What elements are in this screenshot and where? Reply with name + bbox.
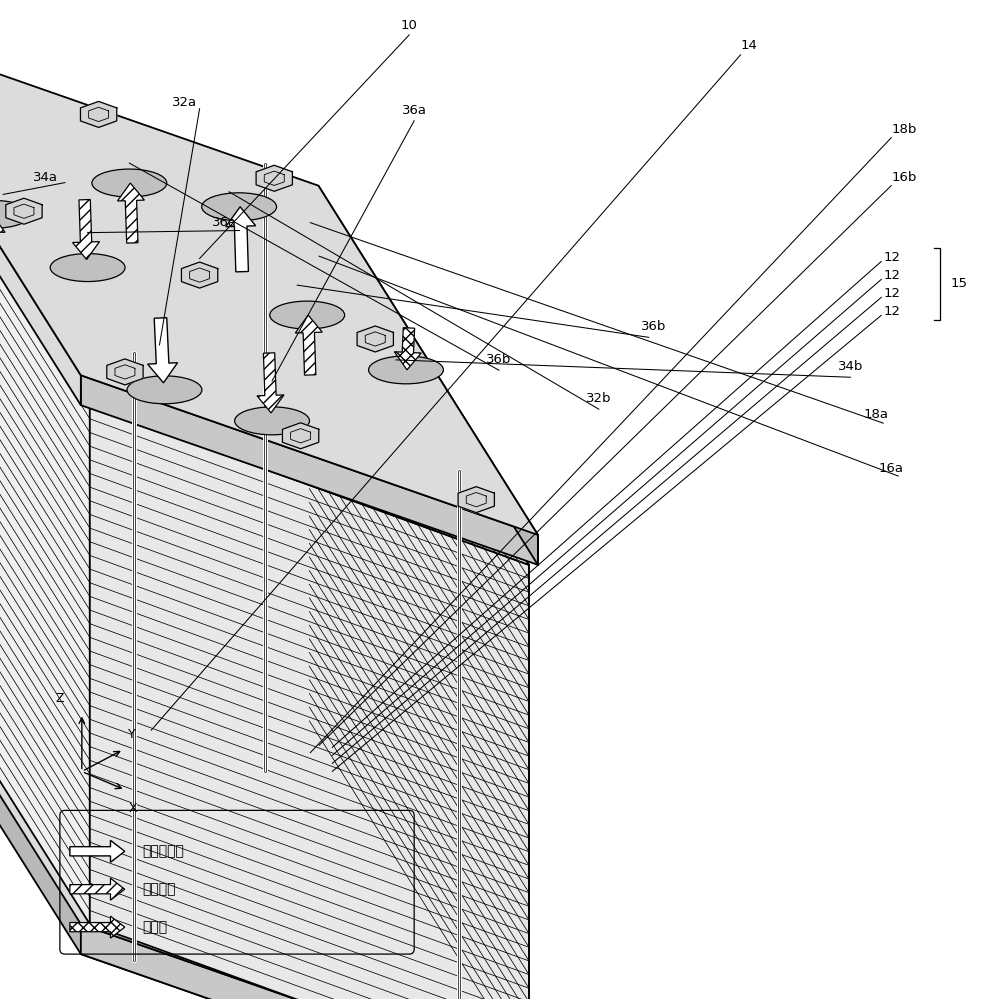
Polygon shape <box>0 26 538 535</box>
Text: X: X <box>128 802 137 815</box>
Polygon shape <box>0 26 81 405</box>
Ellipse shape <box>202 193 276 221</box>
Text: 32a: 32a <box>172 96 198 109</box>
Text: 36a: 36a <box>212 216 238 229</box>
Polygon shape <box>81 101 117 127</box>
Text: 16a: 16a <box>878 462 904 475</box>
Text: 36b: 36b <box>486 353 512 366</box>
Text: 12: 12 <box>883 305 900 318</box>
Text: 34b: 34b <box>837 360 863 373</box>
Polygon shape <box>357 326 393 352</box>
Polygon shape <box>458 487 494 513</box>
Polygon shape <box>70 840 125 862</box>
Ellipse shape <box>92 169 167 197</box>
Text: 15: 15 <box>950 277 967 290</box>
Polygon shape <box>6 198 42 224</box>
Text: 34a: 34a <box>33 171 59 184</box>
Polygon shape <box>256 165 292 191</box>
Text: 18a: 18a <box>863 408 889 421</box>
Ellipse shape <box>0 200 31 228</box>
Text: 燃料气体: 燃料气体 <box>143 882 177 896</box>
Text: 36b: 36b <box>641 320 667 333</box>
Polygon shape <box>0 56 529 565</box>
Polygon shape <box>226 207 255 272</box>
Polygon shape <box>0 214 5 269</box>
Polygon shape <box>257 353 284 413</box>
Polygon shape <box>148 318 178 383</box>
Ellipse shape <box>269 301 344 329</box>
Text: 32b: 32b <box>586 392 612 405</box>
Ellipse shape <box>368 356 443 384</box>
Polygon shape <box>107 359 143 385</box>
Text: 12: 12 <box>883 251 900 264</box>
Polygon shape <box>318 186 538 565</box>
Polygon shape <box>81 375 538 565</box>
Polygon shape <box>309 216 529 1000</box>
Polygon shape <box>70 916 125 938</box>
Polygon shape <box>90 405 529 1000</box>
Polygon shape <box>81 924 538 1000</box>
Ellipse shape <box>127 376 202 404</box>
Polygon shape <box>318 735 538 1000</box>
Polygon shape <box>282 423 318 449</box>
Polygon shape <box>0 605 538 1000</box>
Text: 12: 12 <box>883 269 900 282</box>
Text: 12: 12 <box>883 287 900 300</box>
Polygon shape <box>0 575 538 1000</box>
Text: 36a: 36a <box>401 104 427 117</box>
Ellipse shape <box>50 254 125 282</box>
Polygon shape <box>394 328 421 370</box>
Polygon shape <box>73 200 100 260</box>
Text: 16b: 16b <box>891 171 916 184</box>
Text: 10: 10 <box>401 19 417 32</box>
Text: 14: 14 <box>741 39 756 52</box>
Text: 18b: 18b <box>891 123 916 136</box>
Text: Z: Z <box>56 692 64 705</box>
Polygon shape <box>70 878 125 900</box>
Ellipse shape <box>235 407 309 435</box>
Polygon shape <box>118 183 145 243</box>
Polygon shape <box>182 262 218 288</box>
Polygon shape <box>0 56 90 924</box>
Text: 氧化剂气体: 氧化剂气体 <box>143 844 185 858</box>
Text: Y: Y <box>128 728 136 741</box>
Text: 冷却剂: 冷却剂 <box>143 920 168 934</box>
Polygon shape <box>295 315 322 375</box>
